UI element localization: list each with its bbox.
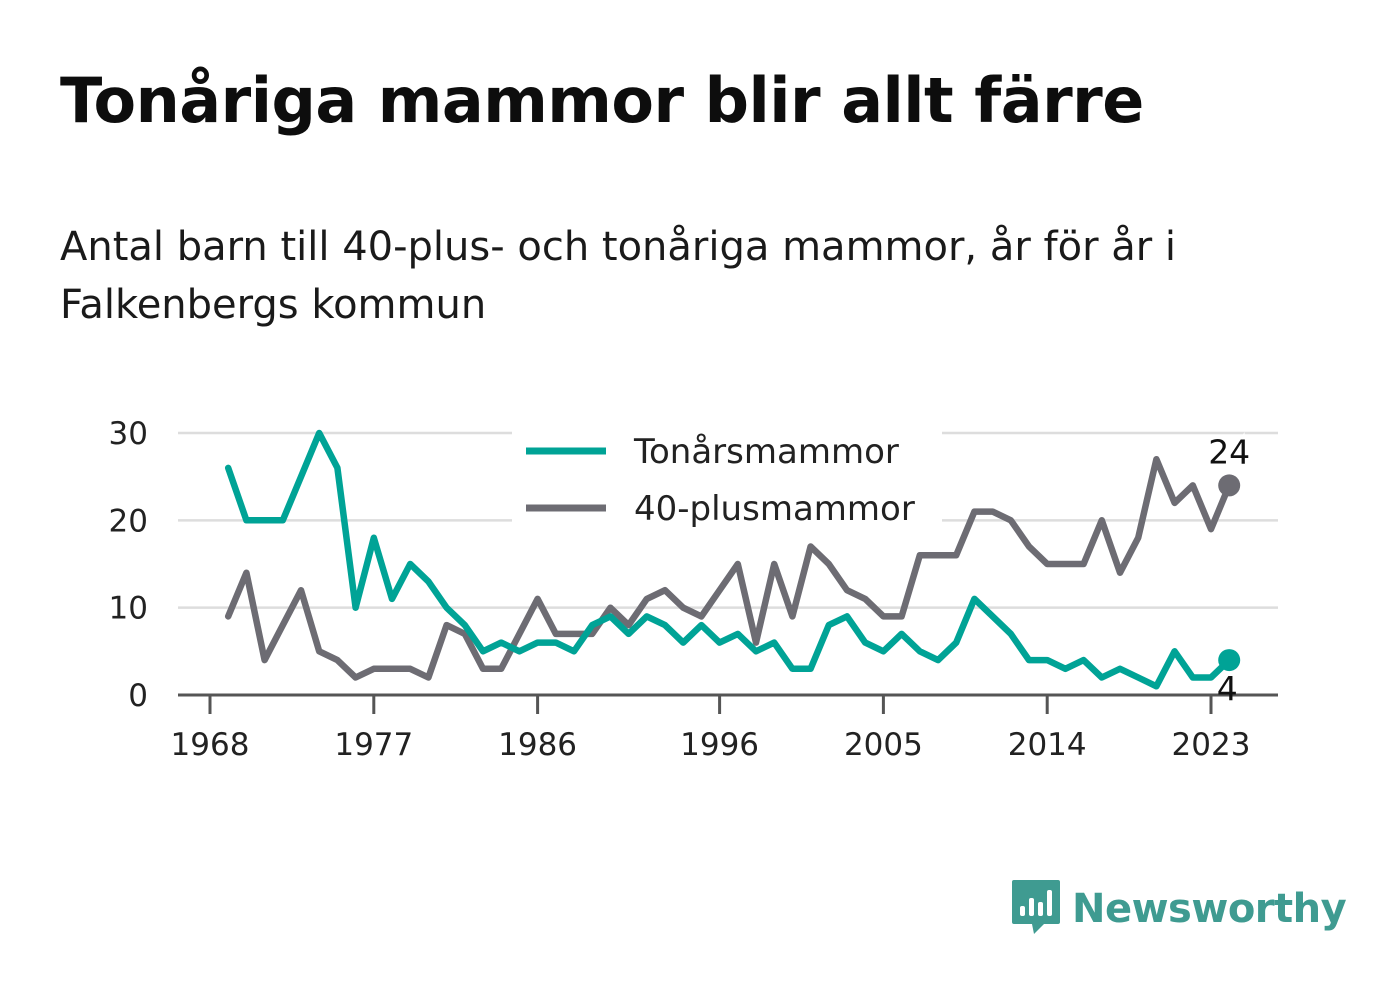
legend-label: 40-plusmammor bbox=[634, 489, 915, 529]
y-tick-label: 10 bbox=[109, 591, 148, 627]
brand-logo: Newsworthy bbox=[1010, 878, 1347, 940]
y-tick-label: 30 bbox=[109, 416, 148, 452]
x-tick-label: 1968 bbox=[171, 727, 250, 763]
end-label-40-plusmammor: 24 bbox=[1208, 432, 1250, 471]
series-line-40-plusmammor bbox=[224, 455, 1233, 681]
end-point-tonarsmammor bbox=[1218, 649, 1241, 672]
legend-box bbox=[512, 425, 942, 543]
end-point-40-plusmammor bbox=[1218, 474, 1241, 497]
series-line-tonarsmammor bbox=[224, 429, 1233, 690]
chart-subtitle: Antal barn till 40-plus- och tonåriga ma… bbox=[60, 224, 1177, 328]
brand-name: Newsworthy bbox=[1072, 886, 1347, 932]
x-tick-label: 2023 bbox=[1172, 727, 1251, 763]
x-tick-label: 1977 bbox=[334, 727, 413, 763]
newsworthy-logo-icon bbox=[1012, 880, 1060, 934]
y-tick-label: 0 bbox=[128, 678, 148, 714]
x-tick-label: 2014 bbox=[1008, 727, 1087, 763]
end-label-tonarsmammor: 4 bbox=[1217, 669, 1238, 708]
x-tick-label: 2005 bbox=[844, 727, 923, 763]
x-tick-label: 1996 bbox=[680, 727, 759, 763]
x-tick-label: 1986 bbox=[498, 727, 577, 763]
page-title: Tonåriga mammor blir allt färre bbox=[60, 64, 1144, 137]
legend-label: Tonårsmammor bbox=[633, 432, 899, 472]
y-tick-label: 20 bbox=[109, 503, 148, 539]
